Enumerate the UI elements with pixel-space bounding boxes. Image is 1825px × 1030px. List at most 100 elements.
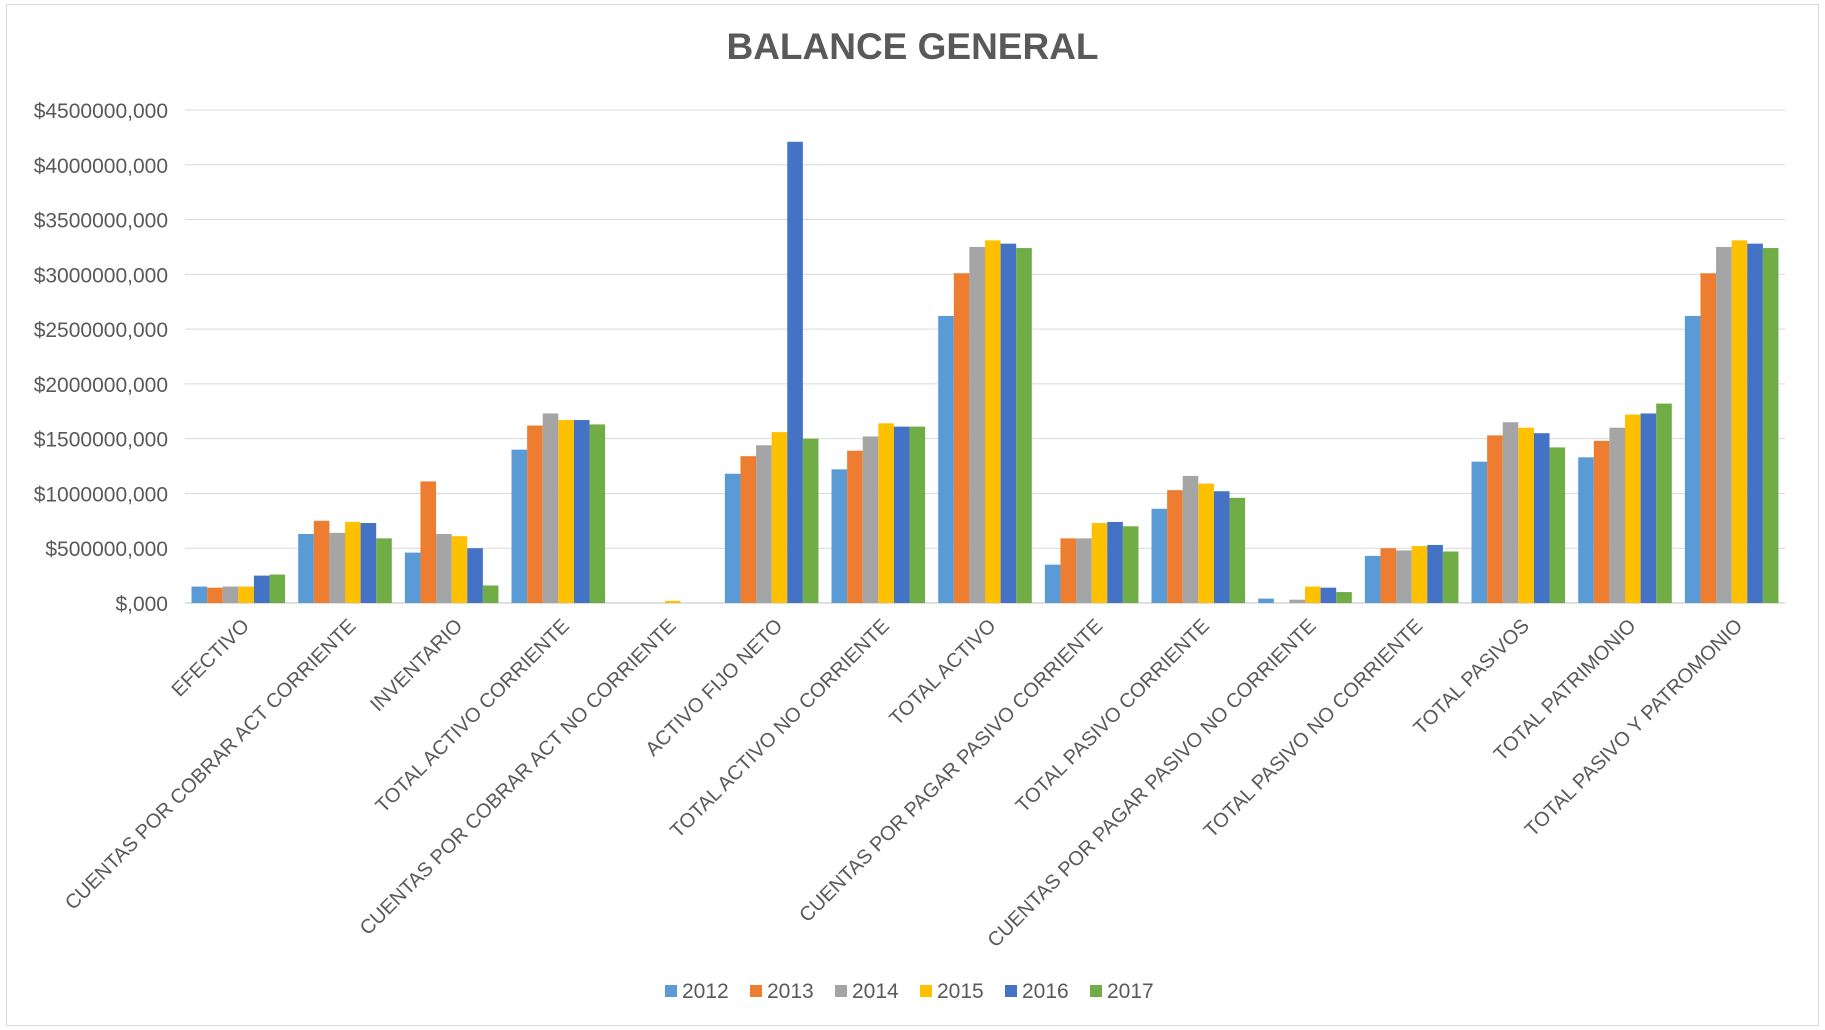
x-category-label: TOTAL ACTIVO bbox=[885, 615, 1000, 730]
y-tick-label: $1500000,000 bbox=[34, 429, 168, 452]
bar bbox=[1518, 427, 1534, 603]
bar bbox=[1487, 435, 1503, 603]
bar bbox=[1107, 521, 1123, 603]
bar bbox=[467, 548, 483, 603]
bar bbox=[1471, 461, 1488, 603]
bar bbox=[1091, 523, 1108, 603]
legend-label: 2016 bbox=[1022, 980, 1069, 1003]
bar bbox=[1716, 246, 1732, 603]
bar bbox=[589, 424, 606, 603]
bar bbox=[298, 533, 314, 603]
bar bbox=[802, 438, 819, 603]
bar bbox=[1427, 544, 1443, 603]
bar bbox=[1380, 548, 1397, 603]
bar bbox=[1640, 413, 1657, 603]
bar bbox=[1167, 490, 1183, 603]
bar bbox=[1000, 243, 1017, 603]
bar bbox=[1229, 497, 1246, 603]
bar bbox=[787, 141, 803, 603]
bar bbox=[329, 532, 345, 603]
bar bbox=[1533, 433, 1550, 603]
bar bbox=[1289, 599, 1305, 603]
x-category-label: TOTAL PASIVO Y PATROMONIO bbox=[1521, 615, 1747, 841]
bar bbox=[1656, 403, 1672, 603]
x-category-label: TOTAL ACTIVO NO CORRIENTE bbox=[666, 615, 893, 842]
bar bbox=[665, 600, 681, 603]
x-category-label: TOTAL ACTIVO CORRIENTE bbox=[372, 615, 574, 817]
y-tick-label: $1000000,000 bbox=[34, 483, 168, 506]
bar bbox=[1016, 248, 1032, 604]
x-category-label: INVENTARIO bbox=[366, 615, 467, 716]
bar bbox=[1336, 592, 1352, 603]
bar bbox=[511, 449, 528, 603]
bar bbox=[345, 521, 361, 603]
legend-swatch bbox=[1090, 985, 1102, 997]
bar bbox=[573, 420, 590, 603]
bar bbox=[1700, 273, 1717, 603]
bar bbox=[1549, 447, 1566, 603]
x-category-label: TOTAL PASIVO NO CORRIENTE bbox=[1200, 615, 1427, 842]
bar bbox=[831, 469, 848, 603]
bar bbox=[269, 574, 286, 603]
bar bbox=[1122, 526, 1139, 603]
bar bbox=[253, 575, 270, 603]
bar bbox=[527, 425, 543, 603]
bar bbox=[420, 481, 437, 603]
legend: 2012 2013 2014 2015 2016 2017 bbox=[665, 980, 1154, 1003]
y-tick-label: $4000000,000 bbox=[34, 155, 168, 178]
bar bbox=[1684, 315, 1701, 603]
bar bbox=[1305, 586, 1321, 603]
bar bbox=[1502, 422, 1519, 603]
bar bbox=[953, 273, 970, 603]
bar bbox=[909, 426, 926, 603]
bar bbox=[1411, 546, 1428, 603]
bar-group bbox=[191, 141, 1779, 604]
bar bbox=[1213, 491, 1230, 603]
legend-swatch bbox=[920, 985, 932, 997]
legend-swatch bbox=[750, 985, 762, 997]
y-tick-label: $4500000,000 bbox=[34, 100, 168, 123]
bar bbox=[558, 420, 574, 603]
legend-swatch bbox=[665, 985, 677, 997]
y-tick-label: $,000 bbox=[115, 593, 168, 616]
bar bbox=[862, 436, 879, 603]
legend-swatch bbox=[1005, 985, 1017, 997]
bar bbox=[1609, 427, 1625, 603]
x-category-label: EFECTIVO bbox=[168, 615, 254, 701]
y-axis: $,000 $500000,000 $1000000,000 $1500000,000… bbox=[34, 100, 168, 616]
bar bbox=[482, 585, 499, 603]
y-tick-label: $500000,000 bbox=[45, 538, 168, 561]
bar bbox=[1442, 551, 1459, 603]
bar bbox=[1747, 243, 1763, 603]
x-category-label: TOTAL PASIVO CORRIENTE bbox=[1012, 615, 1214, 817]
bar bbox=[436, 533, 452, 603]
y-tick-label: $3500000,000 bbox=[34, 210, 168, 233]
bar bbox=[1625, 414, 1641, 603]
bar bbox=[451, 536, 468, 603]
bar bbox=[191, 586, 208, 603]
bar bbox=[542, 413, 559, 603]
y-tick-label: $3000000,000 bbox=[34, 264, 168, 287]
bar bbox=[222, 586, 239, 603]
bar bbox=[1578, 457, 1594, 603]
legend-label: 2013 bbox=[767, 980, 814, 1003]
bar bbox=[1076, 538, 1092, 603]
bar bbox=[1364, 555, 1381, 603]
bar bbox=[1396, 550, 1412, 603]
bar bbox=[1182, 475, 1199, 603]
bar bbox=[238, 586, 254, 603]
bar bbox=[878, 423, 894, 603]
legend-label: 2015 bbox=[937, 980, 984, 1003]
y-tick-label: $2000000,000 bbox=[34, 374, 168, 397]
bar bbox=[893, 426, 910, 603]
bar bbox=[985, 240, 1001, 604]
bar bbox=[1044, 564, 1061, 603]
legend-label: 2014 bbox=[852, 980, 899, 1003]
legend-label: 2017 bbox=[1107, 980, 1154, 1003]
bar bbox=[404, 552, 421, 603]
bar bbox=[969, 246, 985, 603]
bar bbox=[360, 523, 377, 603]
bar bbox=[740, 456, 757, 603]
